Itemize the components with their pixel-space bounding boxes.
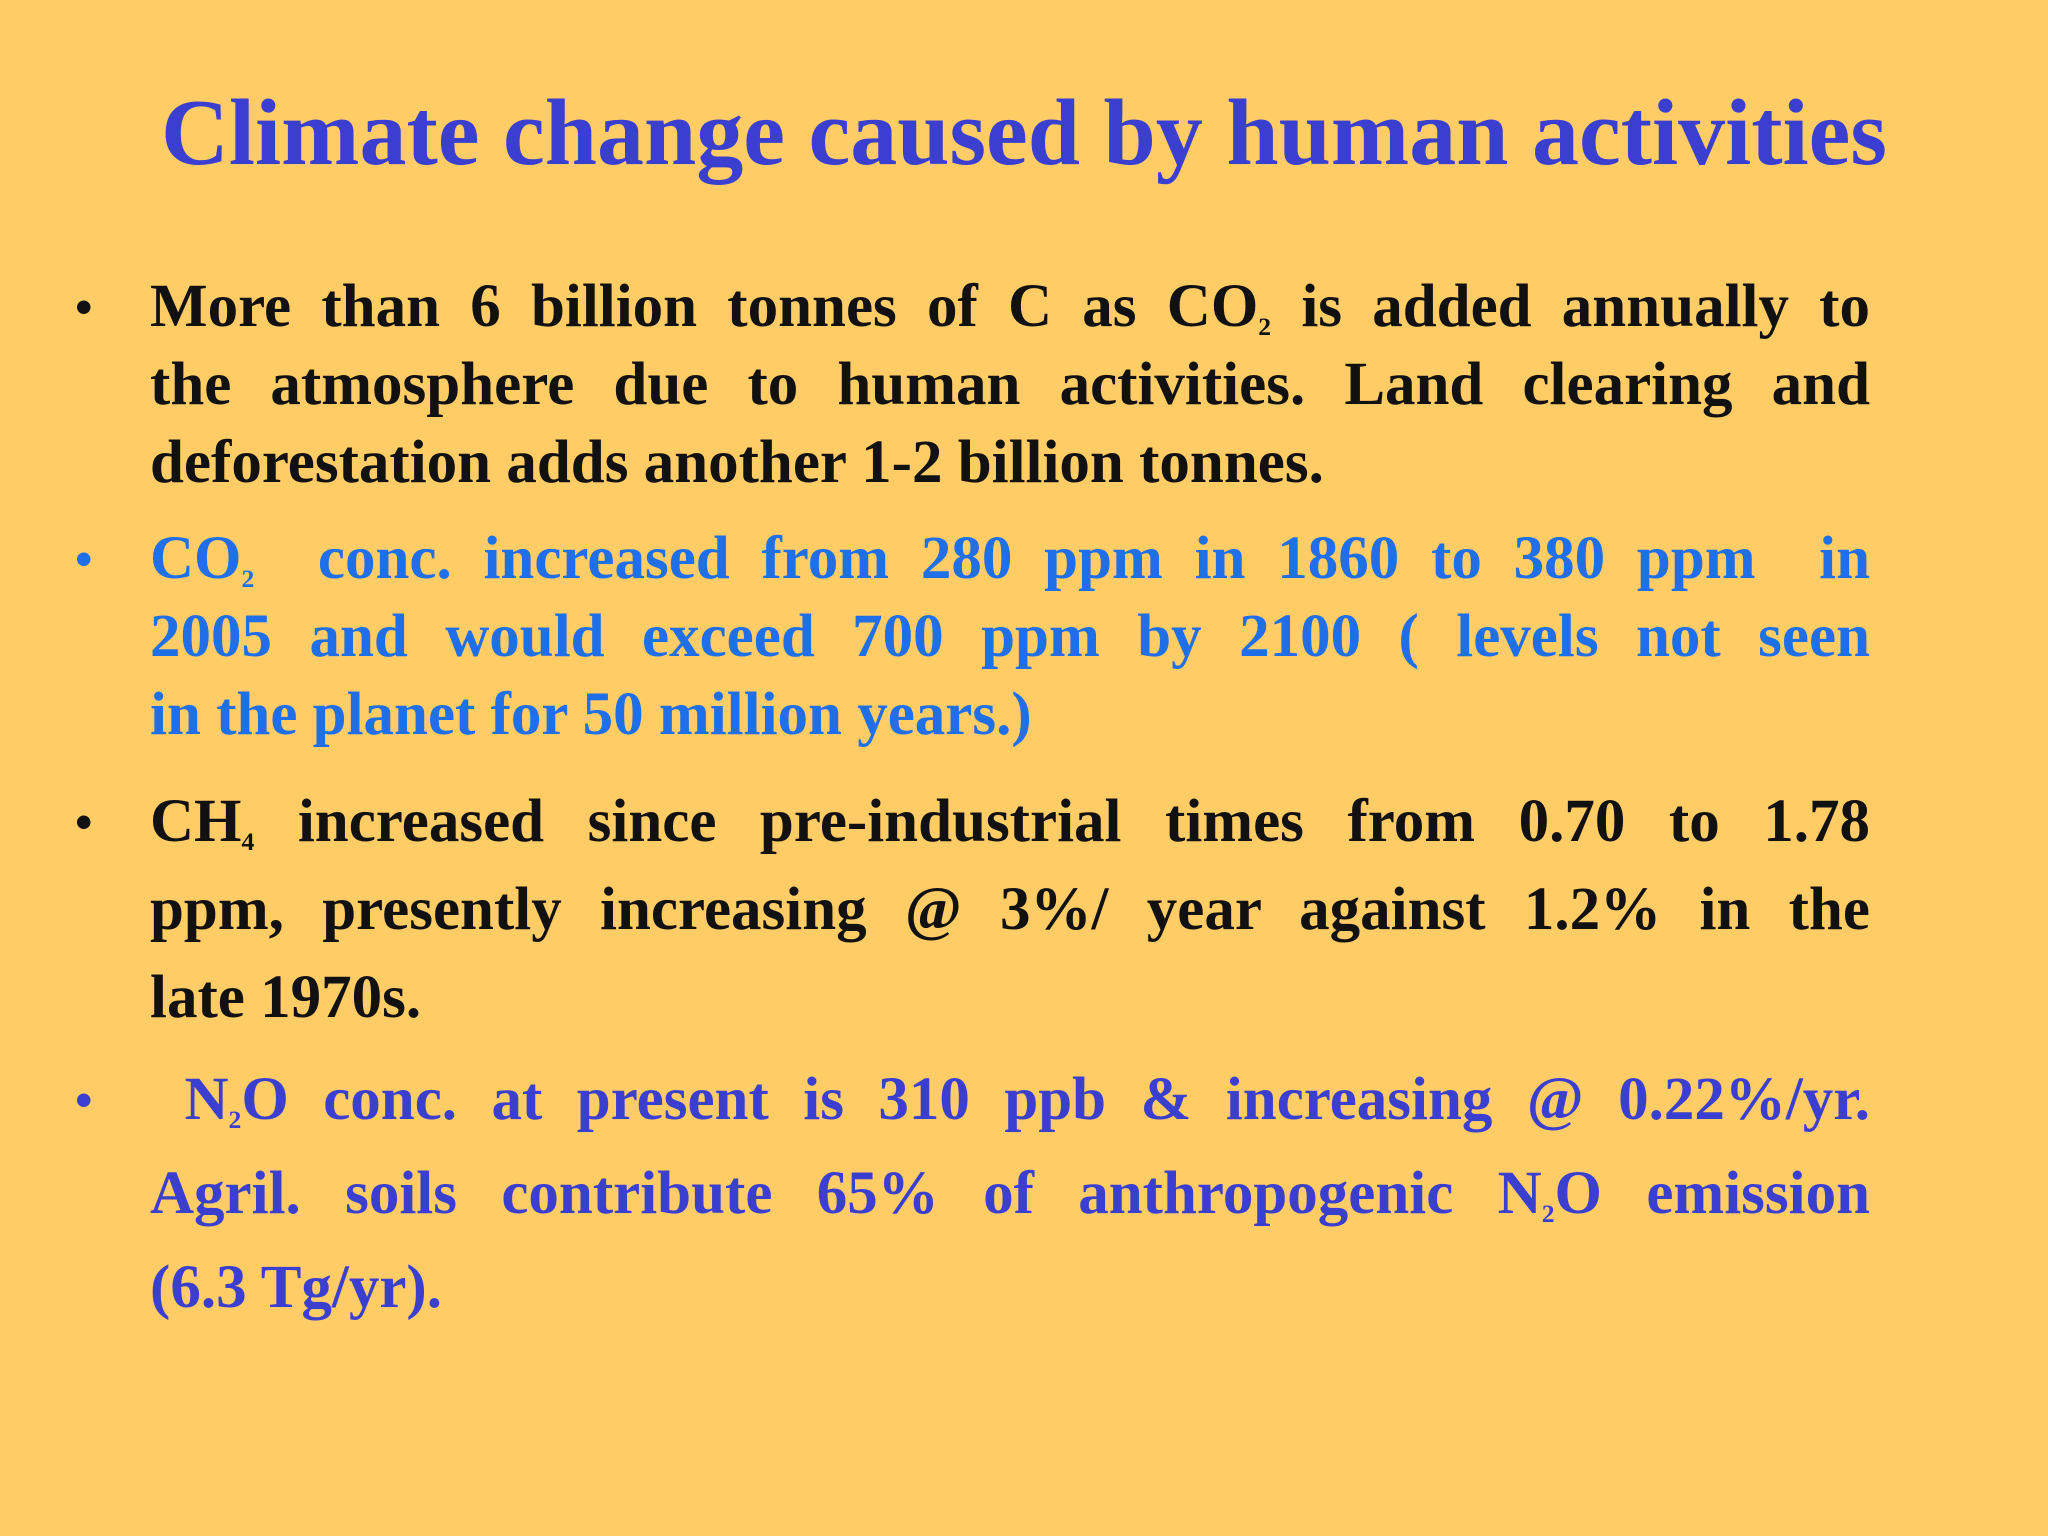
- bullet-line: ppm, presently increasing @ 3%/ year aga…: [150, 876, 1870, 943]
- bullet-marker: •: [75, 794, 93, 850]
- bullet-item: • More than 6 billion tonnes of C as CO2…: [75, 268, 1870, 502]
- bullet-line: CO2 conc. increased from 280 ppm in 1860…: [150, 525, 1870, 593]
- bullet-line: deforestation adds another 1-2 billion t…: [150, 429, 1324, 496]
- bullet-line: More than 6 billion tonnes of C as CO2 i…: [150, 273, 1870, 341]
- bullet-item: • CO2 conc. increased from 280 ppm in 18…: [75, 520, 1870, 754]
- bullet-line: N2O conc. at present is 310 ppb & increa…: [150, 1066, 1870, 1134]
- bullet-line: 2005 and would exceed 700 ppm by 2100 ( …: [150, 603, 1870, 670]
- bullet-line: in the planet for 50 million years.): [150, 681, 1032, 748]
- bullet-line: (6.3 Tg/yr).: [150, 1254, 442, 1321]
- bullet-item: • CH4 increased since pre-industrial tim…: [75, 778, 1870, 1042]
- bullet-marker: •: [75, 531, 93, 587]
- bullet-item: • N2O conc. at present is 310 ppb & incr…: [75, 1053, 1871, 1335]
- bullet-line: CH4 increased since pre-industrial times…: [150, 788, 1870, 856]
- bullet-line: late 1970s.: [150, 964, 422, 1031]
- slide-title: Climate change caused by human activitie…: [161, 81, 1887, 185]
- bullet-line: Agril. soils contribute 65% of anthropog…: [150, 1160, 1871, 1228]
- bullet-line: the atmosphere due to human activities. …: [150, 351, 1870, 418]
- bullet-marker: •: [75, 1072, 93, 1128]
- bullet-marker: •: [75, 279, 93, 335]
